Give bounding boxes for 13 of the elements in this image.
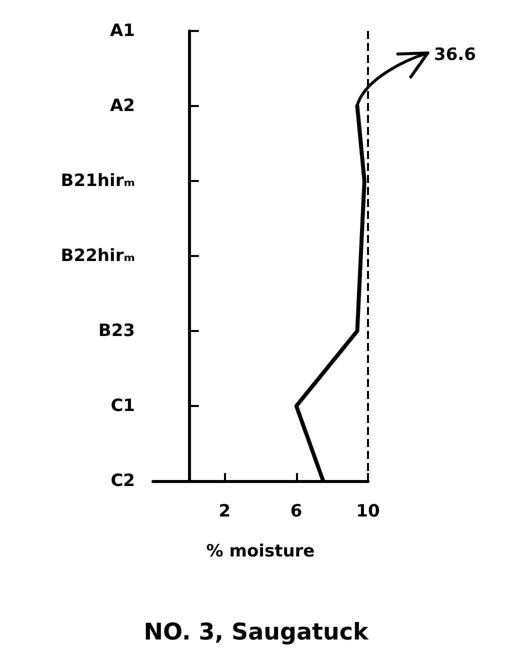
text: 36.6	[434, 45, 476, 65]
x-axis-title: % moisture	[206, 542, 315, 562]
y-tick-label: C2	[110, 471, 135, 491]
text: NO. 3, Saugatuck	[144, 620, 369, 646]
y-tick-label: B21hirₘ	[60, 171, 135, 191]
y-tick-label: C1	[110, 396, 135, 416]
y-tick-label: A2	[110, 96, 135, 116]
y-tick-label: A1	[110, 21, 135, 41]
x-tick-label: 6	[290, 502, 302, 522]
x-tick-label: 2	[218, 502, 231, 522]
y-tick-label: B23	[98, 321, 135, 341]
x-tick-label: 10	[356, 502, 380, 522]
y-tick-label: B22hirₘ	[60, 246, 135, 266]
